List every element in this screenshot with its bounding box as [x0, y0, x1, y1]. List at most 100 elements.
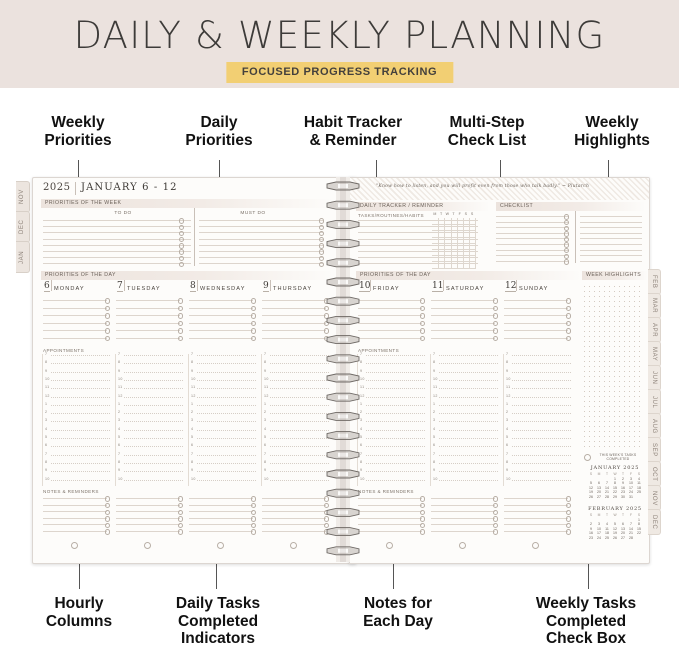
habit-tracker-cell[interactable]: [444, 230, 452, 238]
habit-tracker-cell[interactable]: [456, 255, 464, 263]
habit-tracker-cell[interactable]: [432, 224, 440, 232]
habit-tracker-cell[interactable]: [456, 218, 464, 226]
habit-tracker-cell[interactable]: [438, 242, 446, 250]
weekly-tasks-completed-checkbox[interactable]: [584, 454, 591, 461]
task-complete-circle[interactable]: [493, 503, 499, 509]
habit-tracker-cell[interactable]: [456, 242, 464, 250]
month-tab-nov[interactable]: NOV: [648, 485, 661, 511]
month-tab-dec-left[interactable]: DEC: [16, 211, 30, 243]
habit-tracker-cell[interactable]: [438, 236, 446, 244]
habit-tracker-cell[interactable]: [456, 224, 464, 232]
task-complete-circle[interactable]: [566, 335, 572, 342]
habit-tracker-cell[interactable]: [463, 261, 471, 269]
task-complete-circle[interactable]: [251, 298, 257, 304]
mini-calendar-day[interactable]: 10: [629, 481, 633, 486]
mini-calendar-day[interactable]: 21: [629, 531, 633, 536]
habit-tracker-cell[interactable]: [438, 230, 446, 238]
habit-tracker-cell[interactable]: [469, 224, 477, 232]
task-complete-circle[interactable]: [324, 313, 330, 319]
task-complete-circle[interactable]: [178, 509, 184, 515]
task-complete-circle[interactable]: [324, 509, 330, 515]
task-complete-circle[interactable]: [178, 335, 184, 342]
mini-calendar-day[interactable]: 16: [589, 531, 593, 536]
task-complete-circle[interactable]: [420, 516, 426, 522]
task-complete-circle[interactable]: [178, 529, 184, 535]
habit-tracker-cell[interactable]: [450, 261, 458, 269]
mini-calendar-day[interactable]: 20: [621, 531, 625, 536]
mini-calendar-day[interactable]: 7: [606, 481, 608, 486]
task-complete-circle[interactable]: [105, 509, 111, 515]
mini-calendar-day[interactable]: [635, 495, 643, 500]
mini-calendar-day[interactable]: 26: [589, 495, 593, 500]
task-complete-circle[interactable]: [178, 328, 184, 334]
task-complete-circle[interactable]: [105, 335, 111, 342]
task-complete-circle[interactable]: [564, 259, 570, 265]
mini-calendar-february-table[interactable]: S M T W T F S 1 2 3 4 5 6 7 8 9 10 11 12 13 14 15 16 17 18 19 20 21…: [587, 513, 643, 541]
habit-tracker-cell[interactable]: [456, 249, 464, 257]
habit-tracker-cell[interactable]: [450, 230, 458, 238]
task-complete-circle[interactable]: [251, 305, 257, 312]
task-complete-circle[interactable]: [493, 335, 499, 342]
task-complete-circle[interactable]: [564, 253, 570, 259]
task-complete-circle[interactable]: [251, 516, 257, 522]
task-complete-circle[interactable]: [179, 237, 185, 243]
task-complete-circle[interactable]: [564, 236, 570, 243]
task-complete-circle[interactable]: [251, 335, 257, 342]
habit-tracker-cell[interactable]: [444, 249, 452, 257]
mini-calendar-day[interactable]: 4: [638, 476, 640, 481]
habit-tracker-cell[interactable]: [463, 242, 471, 250]
mini-calendar-day[interactable]: 8: [614, 481, 616, 486]
task-complete-circle[interactable]: [324, 328, 330, 334]
mini-calendar-day[interactable]: [635, 536, 643, 541]
habit-tracker-cell[interactable]: [450, 255, 458, 263]
mini-calendar-day[interactable]: 18: [605, 531, 609, 536]
task-complete-circle[interactable]: [105, 522, 111, 529]
habit-tracker-cell[interactable]: [438, 224, 446, 232]
habit-tracker-cell[interactable]: [463, 249, 471, 257]
task-complete-circle[interactable]: [566, 522, 572, 529]
mini-calendar-day[interactable]: 15: [637, 526, 641, 531]
task-complete-circle[interactable]: [420, 328, 426, 334]
task-complete-circle[interactable]: [420, 522, 426, 529]
mini-calendar-day[interactable]: 14: [605, 485, 609, 490]
habit-tracker-cell[interactable]: [438, 261, 446, 269]
month-tab-apr[interactable]: APR: [648, 317, 661, 343]
task-complete-circle[interactable]: [566, 503, 572, 509]
task-complete-circle[interactable]: [420, 503, 426, 509]
mini-calendar-day[interactable]: 19: [613, 531, 617, 536]
mini-calendar-day[interactable]: 27: [621, 536, 625, 541]
task-complete-circle[interactable]: [178, 320, 184, 327]
task-complete-circle[interactable]: [493, 509, 499, 515]
mini-calendar-day[interactable]: 21: [605, 490, 609, 495]
task-complete-circle[interactable]: [105, 328, 111, 334]
task-complete-circle[interactable]: [420, 313, 426, 319]
task-complete-circle[interactable]: [566, 320, 572, 327]
mini-calendar-day[interactable]: 24: [629, 490, 633, 495]
habit-tracker-cell[interactable]: [450, 242, 458, 250]
habit-tracker-cell[interactable]: [456, 236, 464, 244]
task-complete-circle[interactable]: [179, 218, 185, 224]
task-complete-circle[interactable]: [566, 298, 572, 304]
task-complete-circle[interactable]: [319, 237, 325, 243]
mini-calendar-day[interactable]: 12: [589, 485, 593, 490]
task-complete-circle[interactable]: [566, 516, 572, 522]
mini-calendar-day[interactable]: 13: [597, 485, 601, 490]
task-complete-circle[interactable]: [564, 225, 570, 231]
month-tab-aug[interactable]: AUG: [648, 413, 661, 439]
habit-tracker-cell[interactable]: [432, 249, 440, 257]
task-complete-circle[interactable]: [566, 509, 572, 515]
habit-tracker-cell[interactable]: [432, 242, 440, 250]
mini-calendar-day[interactable]: 22: [613, 490, 617, 495]
task-complete-circle[interactable]: [179, 255, 185, 261]
mini-calendar-day[interactable]: 23: [621, 490, 625, 495]
task-complete-circle[interactable]: [566, 305, 572, 312]
task-complete-circle[interactable]: [319, 218, 325, 224]
task-complete-circle[interactable]: [179, 261, 185, 268]
task-complete-circle[interactable]: [251, 503, 257, 509]
habit-tracker-cell[interactable]: [438, 249, 446, 257]
habit-tracker-cell[interactable]: [450, 249, 458, 257]
task-complete-circle[interactable]: [420, 298, 426, 304]
mini-calendar-day[interactable]: 9: [622, 481, 624, 486]
mini-calendar-day[interactable]: 9: [590, 526, 592, 531]
mini-calendar-day[interactable]: 25: [637, 490, 641, 495]
